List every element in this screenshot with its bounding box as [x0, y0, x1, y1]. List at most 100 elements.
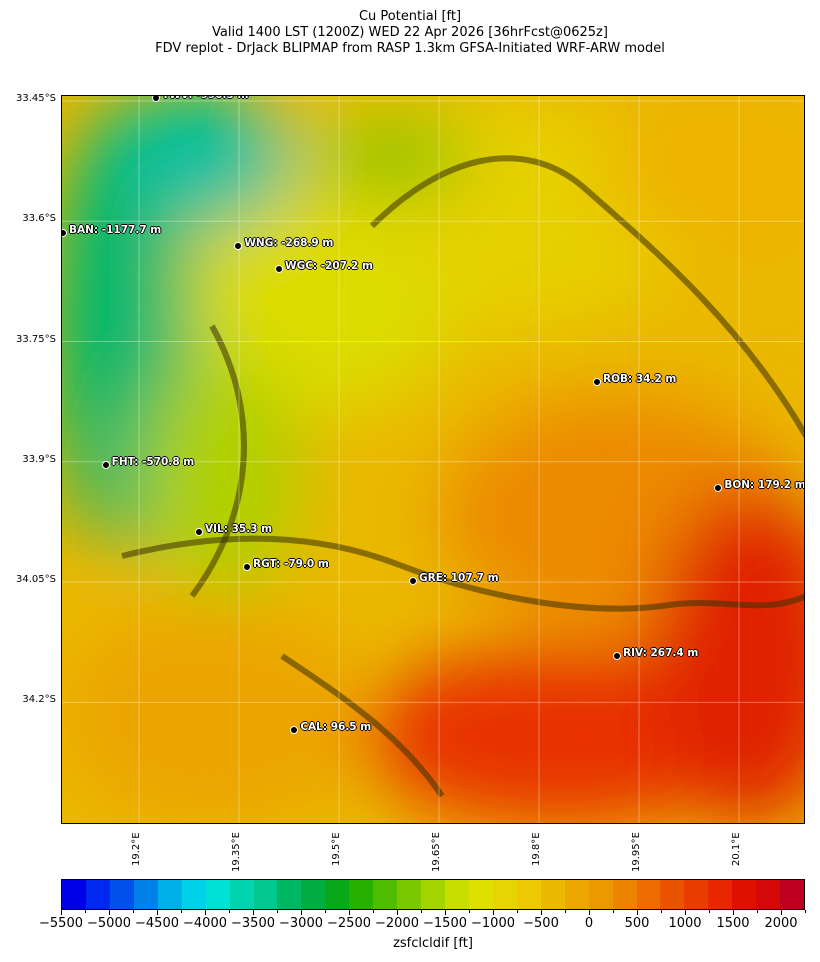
colorbar-bin [253, 880, 278, 909]
lon-tick-label: 19.95°E [631, 832, 642, 873]
station-marker [243, 562, 251, 571]
colorbar-tick-mark [133, 910, 134, 913]
colorbar-tick-label: 2000 [764, 916, 798, 931]
chart-title: Cu Potential [ft] [358, 9, 462, 24]
station-label: ROB: 34.2 m [603, 372, 677, 385]
station-marker [101, 460, 110, 469]
colorbar-tick-mark [709, 910, 710, 913]
colorbar-bin [468, 880, 493, 909]
colorbar-bin [564, 880, 589, 909]
colorbar-tick-mark [469, 910, 470, 913]
colorbar-tick-label: −4500 [135, 916, 179, 931]
colorbar-tick-mark [325, 910, 326, 913]
colorbar-bin [397, 880, 422, 909]
colorbar-bin [421, 880, 445, 909]
station-label: GRE: 107.7 m [419, 572, 499, 585]
colorbar-tick-mark [277, 910, 278, 913]
colorbar-tick-mark [61, 910, 62, 915]
lon-tick-label: 20.1°E [731, 832, 742, 866]
colorbar-tick-mark [733, 910, 734, 915]
lon-tick-label: 19.65°E [431, 832, 442, 873]
colorbar-tick-label: 1000 [668, 916, 702, 931]
colorbar-bin [708, 880, 733, 909]
colorbar-tick-label: −5000 [87, 916, 131, 931]
colorbar-tick-mark [661, 910, 662, 913]
colorbar-tick-mark [181, 910, 182, 913]
station-label: WNG: -268.9 m [244, 237, 334, 250]
colorbar-tick-mark [781, 910, 782, 915]
colorbar-tick-mark [685, 910, 686, 915]
chart-subtitle-model: FDV replot - DrJack BLIPMAP from RASP 1.… [155, 41, 665, 56]
colorbar-bin [780, 880, 805, 909]
colorbar-bin [516, 880, 541, 909]
colorbar-tick-mark [805, 910, 806, 913]
station-marker [714, 484, 723, 493]
colorbar-tick-mark [373, 910, 374, 913]
colorbar-bin [540, 880, 565, 909]
colorbar-bin [756, 880, 781, 909]
lat-tick-label: 33.75°S [16, 333, 56, 345]
colorbar-bin [660, 880, 685, 909]
colorbar-tick-label: −1500 [423, 916, 467, 931]
colorbar-bin [85, 880, 110, 909]
lon-tick-label: 19.5°E [331, 832, 342, 866]
colorbar-tick-mark [565, 910, 566, 913]
station-label: FHT: -570.8 m [111, 455, 195, 468]
colorbar-bin [492, 880, 517, 909]
colorbar-tick-mark [517, 910, 518, 913]
station-label: RIV: 267.4 m [623, 646, 699, 659]
station-label: CAL: 96.5 m [300, 720, 372, 733]
colorbar-tick-mark [637, 910, 638, 915]
colorbar-tick-mark [589, 910, 590, 915]
colorbar-bin [62, 880, 86, 909]
colorbar-bin [445, 880, 469, 909]
cu-potential-field [62, 96, 804, 823]
colorbar-tick-mark [229, 910, 230, 913]
station-marker [290, 725, 299, 734]
colorbar-tick-label: 1500 [716, 916, 750, 931]
colorbar-bin [612, 880, 637, 909]
colorbar-label: zsfclcldif [ft] [393, 936, 473, 951]
station-marker [152, 96, 160, 102]
station-label: BAN: -1177.7 m [69, 224, 162, 237]
colorbar [61, 879, 805, 910]
colorbar-tick-label: −2500 [327, 916, 371, 931]
colorbar-tick-mark [445, 910, 446, 915]
colorbar-tick-mark [349, 910, 350, 915]
colorbar-bin [588, 880, 613, 909]
colorbar-tick-label: −2000 [375, 916, 419, 931]
colorbar-bin [109, 880, 134, 909]
colorbar-bin [349, 880, 374, 909]
colorbar-bin [732, 880, 757, 909]
station-label: BON: 179.2 m [724, 479, 805, 492]
station-marker [613, 651, 621, 660]
colorbar-tick-label: −1000 [471, 916, 515, 931]
lon-tick-label: 19.35°E [231, 832, 242, 873]
colorbar-tick-mark [541, 910, 542, 915]
colorbar-tick-mark [253, 910, 254, 915]
colorbar-tick-mark [109, 910, 110, 915]
colorbar-tick-mark [397, 910, 398, 915]
station-label: RGT: -79.0 m [253, 557, 329, 570]
colorbar-tick-mark [205, 910, 206, 915]
colorbar-tick-label: 500 [624, 916, 650, 931]
colorbar-tick-label: −4000 [183, 916, 227, 931]
colorbar-bin [133, 880, 158, 909]
colorbar-bin [684, 880, 709, 909]
station-marker [195, 527, 203, 536]
colorbar-tick-label: −500 [523, 916, 559, 931]
colorbar-bin [636, 880, 661, 909]
map-plot: TWV: -990.3 m BAN: -1177.7 m WNG: -268.9 m… [61, 95, 805, 824]
colorbar-tick-label: −3500 [231, 916, 275, 931]
colorbar-bin [373, 880, 398, 909]
station-label: TWV: -990.3 m [162, 96, 248, 101]
station-marker [593, 377, 601, 386]
colorbar-tick-label: 0 [584, 916, 594, 931]
colorbar-bin [181, 880, 206, 909]
station-marker [275, 264, 283, 273]
lat-tick-label: 33.6°S [22, 213, 56, 225]
colorbar-tick-mark [157, 910, 158, 915]
colorbar-tick-label: −3000 [279, 916, 323, 931]
lon-tick-label: 19.8°E [531, 832, 542, 866]
colorbar-tick-mark [493, 910, 494, 915]
